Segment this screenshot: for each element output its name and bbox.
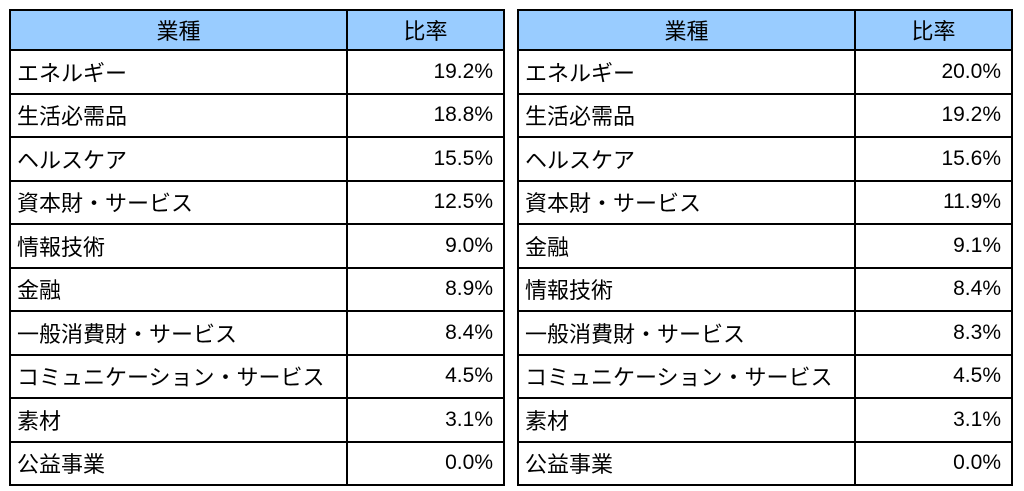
table-row: コミュニケーション・サービス 4.5% (517, 353, 1013, 399)
table-row: 素材 3.1% (517, 397, 1013, 443)
sector-name-cell: 素材 (9, 397, 348, 443)
sector-ratio-cell: 8.9% (346, 266, 505, 312)
table-row: 素材 3.1% (9, 397, 505, 443)
table-row: 情報技術 8.4% (517, 266, 1013, 312)
column-header-sector: 業種 (9, 9, 348, 51)
sector-name-cell: エネルギー (517, 49, 856, 95)
sector-ratio-cell: 8.4% (346, 310, 505, 356)
table-row: 資本財・サービス 12.5% (9, 179, 505, 225)
table-header-row: 業種 比率 (9, 9, 505, 51)
table-row: 情報技術 9.0% (9, 223, 505, 269)
table-row: 一般消費財・サービス 8.3% (517, 310, 1013, 356)
sector-ratio-cell: 19.2% (854, 92, 1013, 138)
sector-ratio-cell: 15.5% (346, 136, 505, 182)
table-row: 金融 8.9% (9, 266, 505, 312)
sector-name-cell: 資本財・サービス (517, 179, 856, 225)
sector-ratio-cell: 4.5% (854, 353, 1013, 399)
sector-ratio-cell: 19.2% (346, 49, 505, 95)
sector-table-right: 業種 比率 エネルギー 20.0% 生活必需品 19.2% ヘルスケア 15.6… (517, 9, 1013, 486)
table-row: ヘルスケア 15.6% (517, 136, 1013, 182)
sector-name-cell: コミュニケーション・サービス (517, 353, 856, 399)
sector-ratio-cell: 11.9% (854, 179, 1013, 225)
sector-table-left: 業種 比率 エネルギー 19.2% 生活必需品 18.8% ヘルスケア 15.5… (9, 9, 505, 486)
sector-name-cell: 金融 (9, 266, 348, 312)
sector-name-cell: 一般消費財・サービス (9, 310, 348, 356)
sector-name-cell: 公益事業 (517, 440, 856, 486)
sector-ratio-cell: 8.3% (854, 310, 1013, 356)
table-header-row: 業種 比率 (517, 9, 1013, 51)
sector-ratio-cell: 20.0% (854, 49, 1013, 95)
column-header-ratio: 比率 (346, 9, 505, 51)
sector-ratio-cell: 9.0% (346, 223, 505, 269)
table-row: 公益事業 0.0% (517, 440, 1013, 486)
sector-name-cell: 生活必需品 (9, 92, 348, 138)
sector-ratio-cell: 18.8% (346, 92, 505, 138)
table-row: 資本財・サービス 11.9% (517, 179, 1013, 225)
table-row: 一般消費財・サービス 8.4% (9, 310, 505, 356)
sector-name-cell: ヘルスケア (9, 136, 348, 182)
sector-name-cell: コミュニケーション・サービス (9, 353, 348, 399)
sector-ratio-cell: 4.5% (346, 353, 505, 399)
sector-ratio-cell: 0.0% (854, 440, 1013, 486)
column-header-ratio: 比率 (854, 9, 1013, 51)
sector-name-cell: 資本財・サービス (9, 179, 348, 225)
sector-ratio-cell: 0.0% (346, 440, 505, 486)
table-row: 生活必需品 19.2% (517, 92, 1013, 138)
sector-name-cell: 生活必需品 (517, 92, 856, 138)
sector-name-cell: 情報技術 (9, 223, 348, 269)
table-row: 公益事業 0.0% (9, 440, 505, 486)
sector-name-cell: 情報技術 (517, 266, 856, 312)
sector-ratio-cell: 3.1% (346, 397, 505, 443)
sector-ratio-cell: 8.4% (854, 266, 1013, 312)
table-row: コミュニケーション・サービス 4.5% (9, 353, 505, 399)
sector-name-cell: 公益事業 (9, 440, 348, 486)
table-row: ヘルスケア 15.5% (9, 136, 505, 182)
table-row: 生活必需品 18.8% (9, 92, 505, 138)
table-row: 金融 9.1% (517, 223, 1013, 269)
sector-name-cell: 一般消費財・サービス (517, 310, 856, 356)
table-row: エネルギー 19.2% (9, 49, 505, 95)
sector-ratio-cell: 15.6% (854, 136, 1013, 182)
sector-ratio-cell: 12.5% (346, 179, 505, 225)
sector-ratio-cell: 3.1% (854, 397, 1013, 443)
sector-name-cell: 素材 (517, 397, 856, 443)
sector-ratio-cell: 9.1% (854, 223, 1013, 269)
table-row: エネルギー 20.0% (517, 49, 1013, 95)
sector-name-cell: ヘルスケア (517, 136, 856, 182)
sector-name-cell: エネルギー (9, 49, 348, 95)
sector-name-cell: 金融 (517, 223, 856, 269)
column-header-sector: 業種 (517, 9, 856, 51)
